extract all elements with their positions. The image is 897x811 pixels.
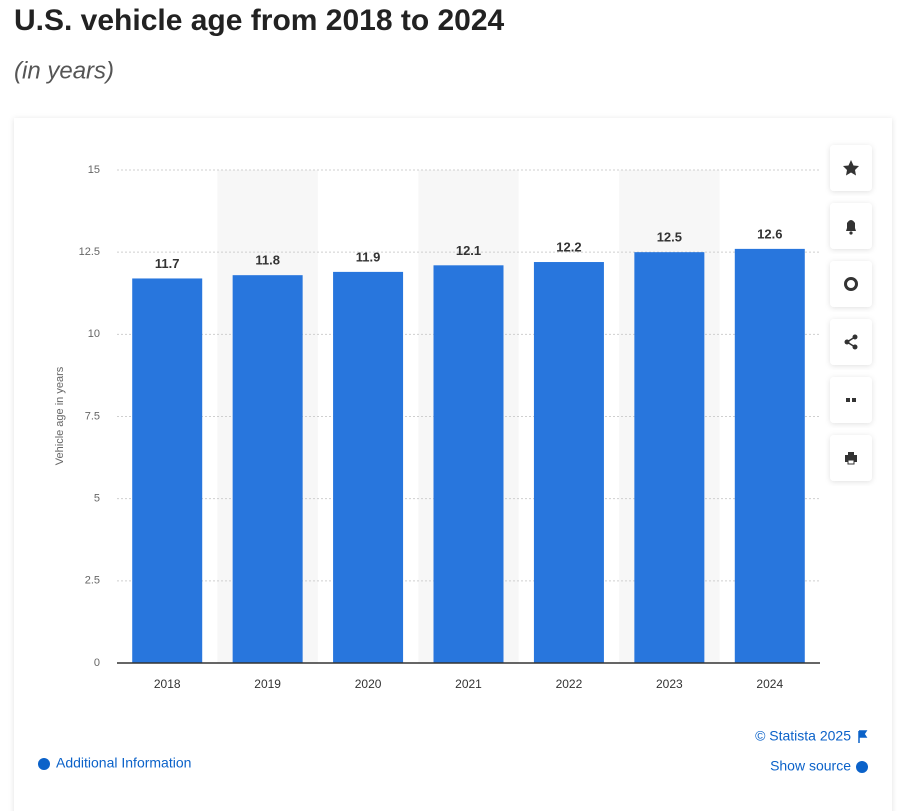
- y-tick-label: 5: [94, 493, 100, 505]
- x-tick-label: 2019: [254, 677, 281, 691]
- x-tick-label: 2023: [656, 677, 683, 691]
- y-tick-label: 10: [88, 328, 100, 340]
- value-label: 12.2: [556, 239, 581, 254]
- settings-button[interactable]: [830, 261, 872, 307]
- bar: [132, 278, 203, 663]
- value-label: 11.7: [155, 256, 180, 271]
- y-axis-label: Vehicle age in years: [54, 366, 66, 465]
- share-button[interactable]: [830, 319, 872, 365]
- plot: 0 2.5 5 7.5 10 12.5 15 2018 11.7 2019 11.8 2020 11.9…: [79, 164, 820, 691]
- x-tick-label: 2020: [355, 677, 382, 691]
- chart-title: U.S. vehicle age from 2018 to 2024: [14, 4, 505, 37]
- x-tick-label: 2018: [154, 677, 181, 691]
- value-label: 11.9: [356, 249, 381, 264]
- bar: [232, 275, 303, 663]
- value-label: 12.1: [456, 243, 481, 258]
- bar: [533, 262, 604, 663]
- y-tick-label: 2.5: [85, 575, 100, 587]
- cite-button[interactable]: [830, 377, 872, 423]
- x-tick-label: 2022: [556, 677, 583, 691]
- alert-button[interactable]: [830, 203, 872, 249]
- bar: [734, 248, 805, 663]
- value-label: 12.6: [757, 226, 782, 241]
- y-tick-label: 15: [88, 164, 100, 176]
- value-label: 11.8: [255, 253, 280, 268]
- flag-icon: [858, 730, 868, 743]
- y-tick-label: 0: [94, 657, 100, 669]
- x-tick-label: 2024: [756, 677, 783, 691]
- toolbar: [830, 145, 872, 481]
- bar: [433, 265, 504, 663]
- print-button[interactable]: [830, 435, 872, 481]
- show-source-link[interactable]: Show source: [770, 758, 851, 774]
- info-icon: [38, 758, 50, 770]
- additional-info-link[interactable]: Additional Information: [56, 755, 191, 771]
- favorite-button[interactable]: [830, 145, 872, 191]
- x-tick-label: 2021: [455, 677, 482, 691]
- credit[interactable]: © Statista 2025: [755, 728, 851, 744]
- y-tick-label: 7.5: [85, 410, 100, 422]
- chart-subtitle: (in years): [14, 57, 114, 84]
- value-label: 12.5: [657, 230, 682, 245]
- bar: [634, 252, 705, 663]
- y-tick-label: 12.5: [79, 246, 100, 258]
- bar: [333, 271, 404, 663]
- info-icon: [856, 761, 868, 773]
